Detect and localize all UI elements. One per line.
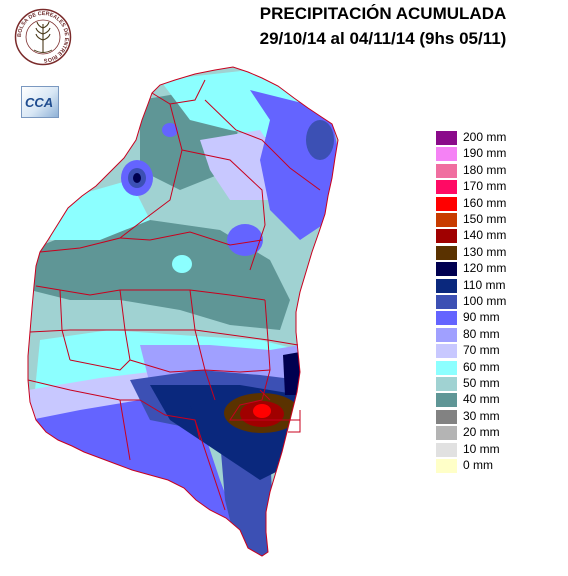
- legend-swatch: [436, 245, 457, 260]
- legend-swatch: [436, 426, 457, 441]
- legend-swatch: [436, 360, 457, 375]
- legend-label: 130 mm: [463, 244, 507, 259]
- map-date-range: 29/10/14 al 04/11/14 (9hs 05/11): [259, 29, 507, 48]
- precipitation-zone: [133, 173, 141, 183]
- legend-swatch: [436, 147, 457, 162]
- legend-item: 40 mm: [436, 392, 566, 408]
- legend-label: 60 mm: [463, 359, 500, 374]
- precipitation-zone: [227, 224, 263, 256]
- legend-item: 100 mm: [436, 294, 566, 310]
- legend-swatch: [436, 163, 457, 178]
- legend-swatch: [436, 377, 457, 391]
- legend-label: 170 mm: [463, 179, 507, 194]
- legend-item: 160 mm: [436, 196, 566, 212]
- legend-item: 120 mm: [436, 261, 566, 277]
- province-outline: [27, 66, 339, 557]
- legend-label: 40 mm: [463, 392, 500, 407]
- precipitation-zone: [200, 130, 280, 200]
- legend-swatch: [436, 262, 457, 277]
- legend-item: 190 mm: [436, 146, 566, 162]
- legend-label: 180 mm: [463, 162, 507, 177]
- legend-swatch: [436, 180, 457, 195]
- legend-swatch: [436, 196, 457, 211]
- legend-label: 80 mm: [463, 326, 500, 341]
- legend-label: 30 mm: [463, 408, 500, 423]
- legend-swatch: [436, 459, 457, 473]
- legend-item: 80 mm: [436, 327, 566, 343]
- legend-label: 100 mm: [463, 294, 507, 308]
- legend-label: 20 mm: [463, 425, 500, 440]
- precipitation-zone: [253, 404, 271, 418]
- legend-item: 150 mm: [436, 212, 566, 228]
- legend-swatch: [436, 327, 457, 342]
- cca-logo-text: CCA: [25, 95, 54, 110]
- map-title: PRECIPITACIÓN ACUMULADA: [259, 4, 507, 23]
- legend-item: 70 mm: [436, 343, 566, 359]
- legend-label: 110 mm: [463, 277, 506, 292]
- legend-label: 190 mm: [463, 146, 507, 161]
- precipitation-zone: [162, 123, 178, 137]
- legend-swatch: [436, 213, 457, 227]
- legend-label: 10 mm: [463, 441, 500, 456]
- legend-item: 170 mm: [436, 179, 566, 195]
- legend-label: 160 mm: [463, 195, 507, 210]
- legend-label: 50 mm: [463, 376, 500, 390]
- legend-swatch: [436, 229, 457, 244]
- legend-swatch: [436, 131, 457, 145]
- precipitation-zone: [50, 180, 150, 240]
- legend-item: 50 mm: [436, 376, 566, 392]
- legend-swatch: [436, 295, 457, 309]
- precipitation-zone: [283, 352, 300, 395]
- legend-label: 70 mm: [463, 343, 500, 358]
- bolsa-cereales-logo: BOLSA DE CEREALES DE ENTRE RIOS: [14, 8, 72, 66]
- legend-swatch: [436, 409, 457, 424]
- legend-swatch: [436, 278, 457, 293]
- legend-swatch: [436, 393, 457, 408]
- legend-swatch: [436, 442, 457, 457]
- legend-label: 0 mm: [463, 458, 493, 472]
- department-borders: [27, 79, 321, 511]
- precipitation-map: [27, 66, 339, 557]
- precipitation-zone: [306, 120, 334, 160]
- precipitation-zone: [172, 255, 192, 273]
- legend-item: 130 mm: [436, 245, 566, 261]
- legend-item: 200 mm: [436, 130, 566, 146]
- legend-item: 90 mm: [436, 310, 566, 326]
- legend-swatch: [436, 344, 457, 359]
- legend-label: 150 mm: [463, 212, 507, 226]
- legend-item: 10 mm: [436, 442, 566, 458]
- precipitation-zone: [30, 220, 290, 330]
- legend-item: 180 mm: [436, 163, 566, 179]
- legend-label: 120 mm: [463, 261, 507, 276]
- precipitation-zone: [160, 70, 300, 140]
- legend-label: 200 mm: [463, 130, 507, 144]
- legend-label: 140 mm: [463, 228, 507, 243]
- legend-item: 60 mm: [436, 360, 566, 376]
- legend-item: 30 mm: [436, 409, 566, 425]
- legend-item: 140 mm: [436, 228, 566, 244]
- legend-item: 0 mm: [436, 458, 566, 474]
- legend-swatch: [436, 311, 457, 326]
- cca-logo: CCA: [21, 86, 59, 118]
- legend-item: 110 mm: [436, 278, 566, 294]
- legend-label: 90 mm: [463, 310, 500, 325]
- wheat-icon: [35, 21, 51, 52]
- legend-item: 20 mm: [436, 425, 566, 441]
- precipitation-fill: [28, 67, 338, 556]
